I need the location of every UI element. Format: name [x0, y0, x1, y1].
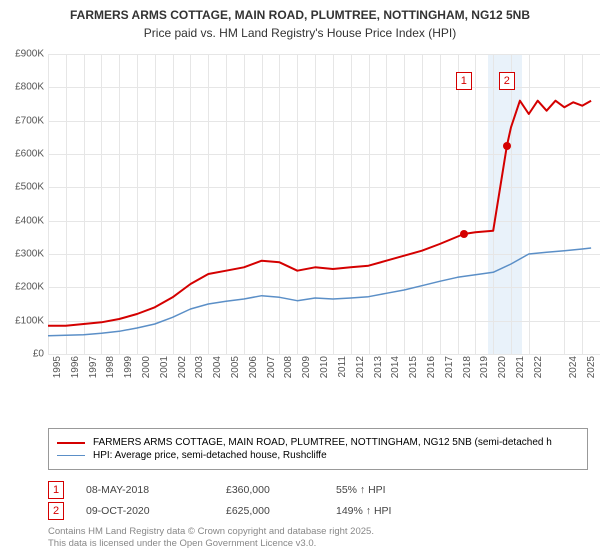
legend-swatch-hpi	[57, 455, 85, 456]
x-tick-label: 2003	[194, 356, 205, 386]
x-tick-label: 2013	[373, 356, 384, 386]
x-tick-label: 1996	[70, 356, 81, 386]
footer-attribution: Contains HM Land Registry data © Crown c…	[48, 526, 374, 551]
x-tick-label: 1998	[105, 356, 116, 386]
footer-line-2: This data is licensed under the Open Gov…	[48, 538, 374, 550]
y-tick-label: £600K	[0, 149, 44, 160]
legend-label-hpi: HPI: Average price, semi-detached house,…	[93, 450, 327, 461]
y-tick-label: £100K	[0, 315, 44, 326]
x-tick-label: 2001	[159, 356, 170, 386]
event-row-2: 2 09-OCT-2020 £625,000 149% ↑ HPI	[48, 502, 588, 520]
chart-area: 12 £0£100K£200K£300K£400K£500K£600K£700K…	[48, 54, 600, 394]
x-tick-label: 2007	[266, 356, 277, 386]
chart-container: FARMERS ARMS COTTAGE, MAIN ROAD, PLUMTRE…	[0, 0, 600, 560]
x-tick-label: 2025	[586, 356, 597, 386]
events-table: 1 08-MAY-2018 £360,000 55% ↑ HPI 2 09-OC…	[48, 478, 588, 523]
plot-area: 12	[48, 54, 600, 354]
series-line-hpi	[48, 248, 591, 336]
event-badge-1: 1	[48, 481, 64, 499]
y-tick-label: £700K	[0, 115, 44, 126]
x-tick-label: 2011	[337, 356, 348, 386]
event-delta-1: 55% ↑ HPI	[336, 484, 476, 496]
series-line-property	[48, 101, 591, 326]
x-tick-label: 2017	[444, 356, 455, 386]
x-tick-label: 2024	[568, 356, 579, 386]
x-tick-label: 2015	[408, 356, 419, 386]
title-main: FARMERS ARMS COTTAGE, MAIN ROAD, PLUMTRE…	[10, 8, 590, 24]
event-date-2: 09-OCT-2020	[86, 505, 226, 517]
x-tick-label: 2012	[355, 356, 366, 386]
y-tick-label: £300K	[0, 249, 44, 260]
y-tick-label: £200K	[0, 282, 44, 293]
x-tick-label: 1999	[123, 356, 134, 386]
y-tick-label: £400K	[0, 215, 44, 226]
x-tick-label: 2008	[283, 356, 294, 386]
y-tick-label: £800K	[0, 82, 44, 93]
legend-label-property: FARMERS ARMS COTTAGE, MAIN ROAD, PLUMTRE…	[93, 437, 552, 448]
title-sub: Price paid vs. HM Land Registry's House …	[10, 26, 590, 40]
event-price-2: £625,000	[226, 505, 336, 517]
legend-row-property: FARMERS ARMS COTTAGE, MAIN ROAD, PLUMTRE…	[57, 437, 579, 448]
legend-box: FARMERS ARMS COTTAGE, MAIN ROAD, PLUMTRE…	[48, 428, 588, 470]
x-tick-label: 2009	[301, 356, 312, 386]
x-tick-label: 2018	[462, 356, 473, 386]
marker-2	[503, 142, 511, 150]
grid-line-h	[48, 354, 600, 355]
marker-1	[460, 230, 468, 238]
event-flag-2: 2	[499, 72, 515, 90]
title-block: FARMERS ARMS COTTAGE, MAIN ROAD, PLUMTRE…	[0, 0, 600, 44]
event-flag-1: 1	[456, 72, 472, 90]
x-tick-label: 2002	[177, 356, 188, 386]
legend-swatch-property	[57, 442, 85, 444]
x-tick-label: 2019	[479, 356, 490, 386]
x-tick-label: 2014	[390, 356, 401, 386]
chart-lines-svg	[48, 54, 600, 354]
y-tick-label: £500K	[0, 182, 44, 193]
x-tick-label: 2006	[248, 356, 259, 386]
event-price-1: £360,000	[226, 484, 336, 496]
legend-row-hpi: HPI: Average price, semi-detached house,…	[57, 450, 579, 461]
x-tick-label: 2004	[212, 356, 223, 386]
x-tick-label: 1995	[52, 356, 63, 386]
x-tick-label: 2021	[515, 356, 526, 386]
x-tick-label: 2005	[230, 356, 241, 386]
y-tick-label: £0	[0, 349, 44, 360]
event-badge-2: 2	[48, 502, 64, 520]
event-delta-2: 149% ↑ HPI	[336, 505, 476, 517]
x-tick-label: 2020	[497, 356, 508, 386]
event-date-1: 08-MAY-2018	[86, 484, 226, 496]
x-tick-label: 2000	[141, 356, 152, 386]
x-tick-label: 1997	[88, 356, 99, 386]
footer-line-1: Contains HM Land Registry data © Crown c…	[48, 526, 374, 538]
x-tick-label: 2022	[533, 356, 544, 386]
x-tick-label: 2010	[319, 356, 330, 386]
x-tick-label: 2016	[426, 356, 437, 386]
y-tick-label: £900K	[0, 49, 44, 60]
event-row-1: 1 08-MAY-2018 £360,000 55% ↑ HPI	[48, 481, 588, 499]
